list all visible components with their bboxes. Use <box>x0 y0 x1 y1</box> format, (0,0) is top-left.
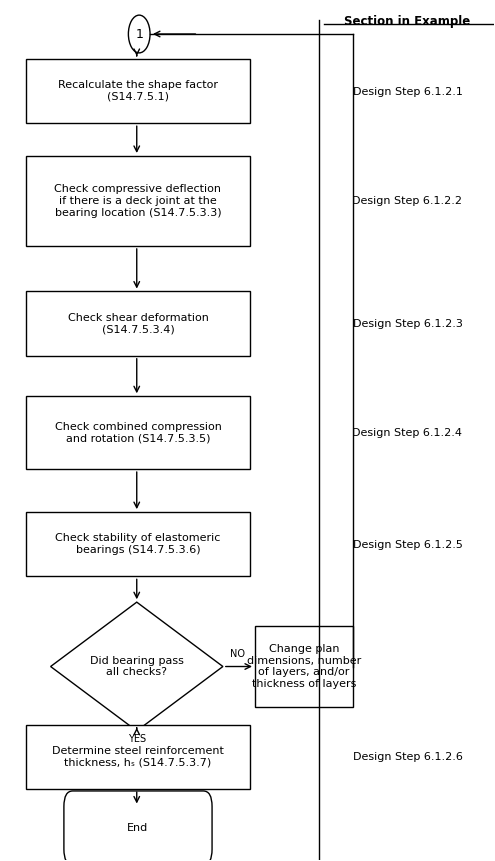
Text: Check shear deformation
(S14.7.5.3.4): Check shear deformation (S14.7.5.3.4) <box>67 313 208 334</box>
Text: Recalculate the shape factor
(S14.7.5.1): Recalculate the shape factor (S14.7.5.1) <box>58 80 218 102</box>
Text: Check combined compression
and rotation (S14.7.5.3.5): Check combined compression and rotation … <box>54 422 221 443</box>
FancyBboxPatch shape <box>26 292 250 356</box>
FancyBboxPatch shape <box>26 512 250 576</box>
Text: Change plan
dimensions, number
of layers, and/or
thickness of layers: Change plan dimensions, number of layers… <box>247 644 361 689</box>
Text: YES: YES <box>128 734 146 744</box>
Text: Design Step 6.1.2.1: Design Step 6.1.2.1 <box>352 86 462 96</box>
FancyBboxPatch shape <box>26 59 250 123</box>
Polygon shape <box>50 602 223 731</box>
Text: Design Step 6.1.2.2: Design Step 6.1.2.2 <box>352 196 462 207</box>
Text: Check stability of elastomeric
bearings (S14.7.5.3.6): Check stability of elastomeric bearings … <box>55 534 221 555</box>
Text: Determine steel reinforcement
thickness, hₛ (S14.7.5.3.7): Determine steel reinforcement thickness,… <box>52 746 224 768</box>
Text: Did bearing pass
all checks?: Did bearing pass all checks? <box>90 656 184 678</box>
Text: NO: NO <box>230 649 245 659</box>
Text: Design Step 6.1.2.5: Design Step 6.1.2.5 <box>352 540 462 549</box>
Text: 1: 1 <box>135 28 143 40</box>
Text: Design Step 6.1.2.3: Design Step 6.1.2.3 <box>352 319 462 329</box>
Text: End: End <box>127 823 148 833</box>
Text: Design Step 6.1.2.4: Design Step 6.1.2.4 <box>352 428 462 438</box>
FancyBboxPatch shape <box>64 791 212 861</box>
FancyBboxPatch shape <box>26 396 250 469</box>
Text: Check compressive deflection
if there is a deck joint at the
bearing location (S: Check compressive deflection if there is… <box>54 184 221 218</box>
FancyBboxPatch shape <box>255 626 353 707</box>
Text: Section in Example: Section in Example <box>345 15 471 28</box>
FancyBboxPatch shape <box>26 725 250 790</box>
Text: Design Step 6.1.2.6: Design Step 6.1.2.6 <box>352 753 462 763</box>
FancyBboxPatch shape <box>26 156 250 246</box>
Circle shape <box>128 15 150 53</box>
